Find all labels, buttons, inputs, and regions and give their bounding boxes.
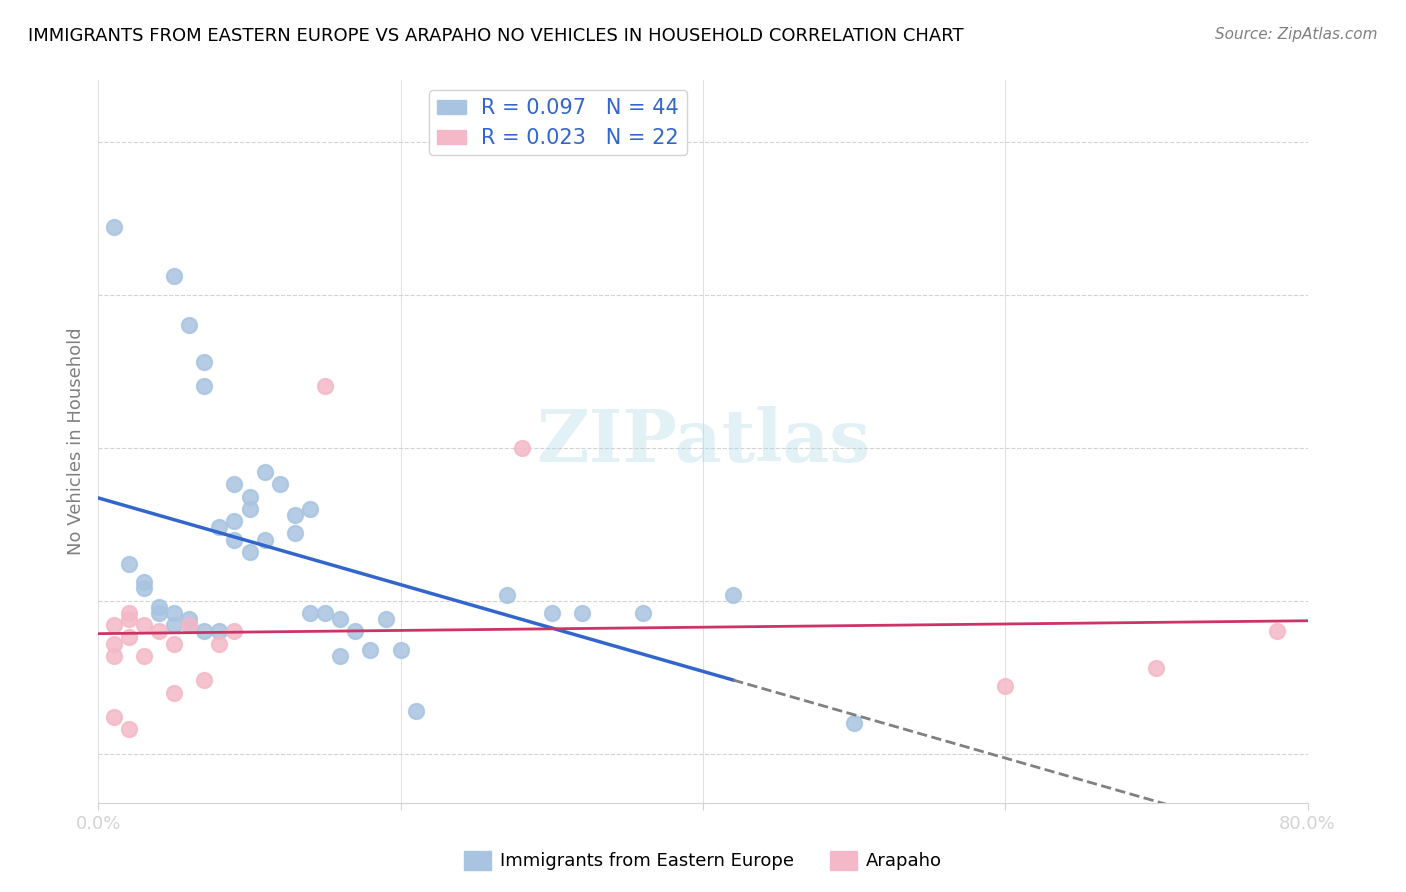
Point [360, 642, 382, 657]
Point [389, 642, 412, 657]
Point [299, 606, 322, 620]
Point [103, 618, 125, 632]
Point [132, 618, 155, 632]
Point [284, 508, 307, 522]
Point [118, 631, 141, 645]
Point [239, 490, 262, 504]
Text: IMMIGRANTS FROM EASTERN EUROPE VS ARAPAHO NO VEHICLES IN HOUSEHOLD CORRELATION C: IMMIGRANTS FROM EASTERN EUROPE VS ARAPAH… [28, 27, 963, 45]
Point [148, 606, 170, 620]
Point [239, 502, 262, 516]
Point [179, 618, 201, 632]
Point [208, 520, 231, 534]
Point [844, 716, 866, 731]
Text: Source: ZipAtlas.com: Source: ZipAtlas.com [1215, 27, 1378, 42]
Point [148, 624, 170, 639]
Point [540, 606, 562, 620]
Point [103, 637, 125, 651]
Point [405, 704, 427, 718]
Point [193, 355, 215, 369]
Point [314, 379, 336, 393]
Point [224, 533, 246, 547]
Point [103, 220, 125, 235]
Point [1267, 624, 1289, 639]
Point [148, 599, 170, 614]
Point [193, 624, 215, 639]
Point [224, 624, 246, 639]
Legend: R = 0.097   N = 44, R = 0.023   N = 22: R = 0.097 N = 44, R = 0.023 N = 22 [429, 90, 688, 155]
Point [118, 723, 141, 737]
Point [179, 618, 201, 632]
Point [118, 606, 141, 620]
Point [208, 624, 231, 639]
Point [224, 477, 246, 491]
Point [1144, 661, 1167, 675]
Point [193, 379, 215, 393]
Legend: Immigrants from Eastern Europe, Arapaho: Immigrants from Eastern Europe, Arapaho [457, 844, 949, 878]
Point [344, 624, 367, 639]
Point [132, 648, 155, 663]
Point [299, 502, 322, 516]
Point [571, 606, 593, 620]
Point [179, 318, 201, 333]
Point [329, 648, 352, 663]
Point [118, 557, 141, 571]
Point [314, 606, 336, 620]
Point [253, 533, 276, 547]
Point [132, 582, 155, 596]
Point [163, 637, 186, 651]
Point [179, 612, 201, 626]
Point [329, 612, 352, 626]
Point [510, 441, 533, 455]
Y-axis label: No Vehicles in Household: No Vehicles in Household [66, 327, 84, 556]
Point [374, 612, 396, 626]
Point [994, 680, 1017, 694]
Point [224, 514, 246, 528]
Point [269, 477, 291, 491]
Point [103, 710, 125, 724]
Point [284, 526, 307, 541]
Point [163, 606, 186, 620]
Point [208, 637, 231, 651]
Point [193, 673, 215, 688]
Point [118, 612, 141, 626]
Point [132, 575, 155, 590]
Point [495, 588, 517, 602]
Point [239, 545, 262, 559]
Point [723, 588, 745, 602]
Point [163, 685, 186, 699]
Point [163, 269, 186, 284]
Point [163, 618, 186, 632]
Point [253, 465, 276, 479]
Point [103, 648, 125, 663]
Text: ZIPatlas: ZIPatlas [536, 406, 870, 477]
Point [631, 606, 654, 620]
